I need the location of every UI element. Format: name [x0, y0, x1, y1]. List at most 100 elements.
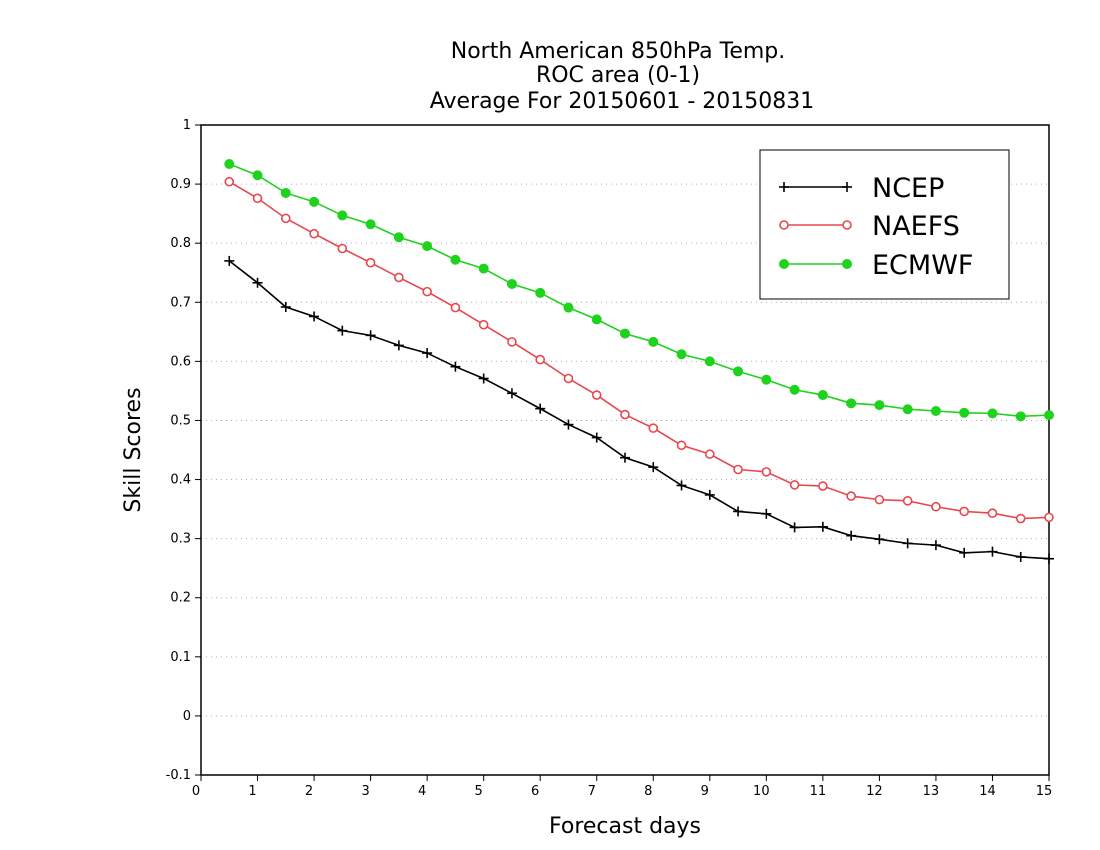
data-point [959, 506, 970, 517]
data-point [789, 384, 800, 395]
x-tick-label: 2 [305, 784, 313, 799]
data-point [563, 302, 574, 313]
y-tick-label: 1 [183, 118, 191, 133]
plot-frame [200, 124, 1050, 776]
data-point [535, 354, 546, 365]
x-tick-label: 3 [361, 784, 369, 799]
data-point [846, 530, 857, 541]
data-point [959, 547, 970, 558]
chart-title: North American 850hPa Temp. ROC area (0-… [430, 39, 815, 114]
data-point [1044, 512, 1054, 523]
x-tick-label: 4 [418, 784, 426, 799]
legend-label: NAEFS [872, 211, 960, 242]
x-tick-label: 8 [644, 784, 652, 799]
data-point [704, 449, 715, 459]
y-tick-label: 0.6 [170, 354, 191, 369]
data-point [987, 508, 998, 519]
data-point [252, 277, 263, 288]
data-point [422, 241, 433, 252]
x-tick-label: 6 [531, 784, 539, 799]
data-point [393, 232, 404, 243]
data-point [224, 159, 235, 169]
data-point [648, 423, 659, 433]
data-point [987, 408, 998, 419]
title-line-1: North American 850hPa Temp. [451, 39, 786, 64]
data-point [930, 540, 941, 551]
data-point [280, 302, 291, 312]
data-point [874, 494, 885, 505]
data-point [478, 373, 489, 384]
data-point [506, 278, 517, 289]
data-point [959, 407, 970, 418]
data-point [789, 480, 800, 490]
data-point [535, 403, 546, 414]
data-point [676, 349, 687, 360]
data-point [817, 521, 828, 532]
x-tick-label: 7 [588, 784, 596, 799]
y-tick-label: 0.5 [170, 413, 191, 428]
x-tick-label: 11 [810, 784, 827, 799]
data-point [733, 506, 744, 517]
data-point [309, 196, 320, 207]
data-point [535, 287, 546, 298]
data-point [337, 210, 348, 221]
data-point [280, 213, 291, 224]
data-point [846, 491, 856, 501]
data-point [704, 489, 715, 500]
data-point [563, 373, 574, 384]
legend-entry-ecmwf: ECMWF [779, 250, 973, 281]
title-line-2: ROC area (0-1) [536, 63, 700, 88]
data-point [620, 409, 630, 420]
legend-label: ECMWF [872, 250, 973, 281]
x-tick-label: 14 [979, 784, 996, 799]
y-tick-label: 0.9 [170, 177, 191, 192]
data-point [591, 432, 602, 443]
data-point [987, 546, 998, 557]
data-point [620, 328, 630, 339]
y-tick-label: -0.1 [166, 768, 191, 783]
legend-marker [779, 220, 789, 230]
data-point [1044, 410, 1054, 421]
data-point [280, 187, 291, 198]
data-point [1015, 551, 1026, 562]
data-point [591, 314, 602, 325]
data-point [818, 481, 828, 491]
y-tick-label: 0.8 [170, 236, 191, 251]
x-tick-label: 0 [192, 784, 200, 799]
x-tick-label: 15 [1036, 784, 1053, 799]
x-tick-label: 1 [248, 784, 256, 799]
data-point [846, 398, 857, 409]
x-axis-title: Forecast days [549, 814, 701, 839]
data-point [394, 272, 404, 283]
data-point [591, 390, 602, 400]
data-point [393, 340, 404, 351]
data-point [817, 390, 828, 401]
data-point [224, 176, 235, 187]
data-point [365, 330, 376, 341]
data-point [337, 325, 348, 336]
y-tick-label: 0.1 [170, 650, 191, 665]
series-ecmwf [224, 159, 1054, 422]
series-line-naefs [228, 181, 1050, 520]
y-tick-label: 0.7 [170, 295, 191, 310]
data-point [902, 496, 913, 506]
data-point [365, 219, 376, 230]
y-tick-label: 0.4 [170, 473, 191, 488]
data-point [789, 522, 800, 533]
y-tick-label: 0.2 [170, 591, 191, 606]
series-layer [224, 159, 1054, 564]
data-point [676, 480, 687, 491]
data-point [507, 337, 517, 347]
data-point [224, 255, 235, 266]
legend-entry-ncep: NCEP [779, 173, 944, 204]
data-point [931, 501, 941, 512]
data-point [733, 464, 743, 475]
legend: NCEP NAEFS ECMWF [759, 149, 1010, 300]
data-point [450, 254, 461, 265]
series-ncep [224, 255, 1054, 564]
data-point [761, 467, 772, 477]
x-tick-label: 12 [866, 784, 883, 799]
y-axis-title: Skill Scores [121, 387, 146, 512]
data-point [450, 361, 461, 372]
